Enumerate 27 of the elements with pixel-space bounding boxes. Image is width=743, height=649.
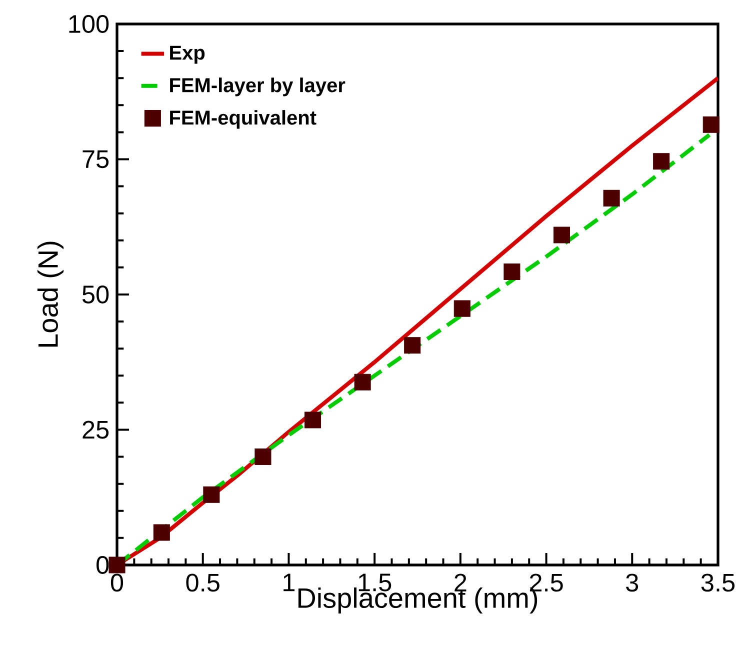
x-tick-label: 0 [110, 574, 124, 592]
x-tick-label: 3 [626, 574, 638, 592]
point [304, 412, 322, 428]
point [553, 226, 570, 244]
y-tick-label: 25 [82, 420, 109, 439]
y-tick-label: 50 [82, 286, 109, 304]
point [702, 116, 720, 133]
y-tick-label: 75 [82, 150, 109, 168]
y-tick-label: 0 [96, 556, 109, 574]
legend-label: Exp [170, 46, 205, 64]
x-tick-label: 0.5 [186, 574, 220, 592]
point [454, 300, 470, 317]
legend-label: FEM-equivalent [170, 110, 316, 129]
point [203, 486, 220, 503]
point [504, 263, 520, 280]
point [404, 337, 421, 354]
y-tick-label: 100 [69, 15, 109, 33]
x-tick-label: 1 [284, 574, 295, 592]
point [354, 374, 371, 390]
x-tick-label: 3.5 [701, 574, 735, 592]
point [653, 153, 670, 170]
point [254, 448, 272, 466]
point [108, 556, 126, 574]
point [153, 524, 170, 541]
y-axis-title: Load (N) [37, 242, 64, 347]
legend-label: FEM-layer by layer [170, 78, 346, 96]
point [603, 190, 620, 206]
